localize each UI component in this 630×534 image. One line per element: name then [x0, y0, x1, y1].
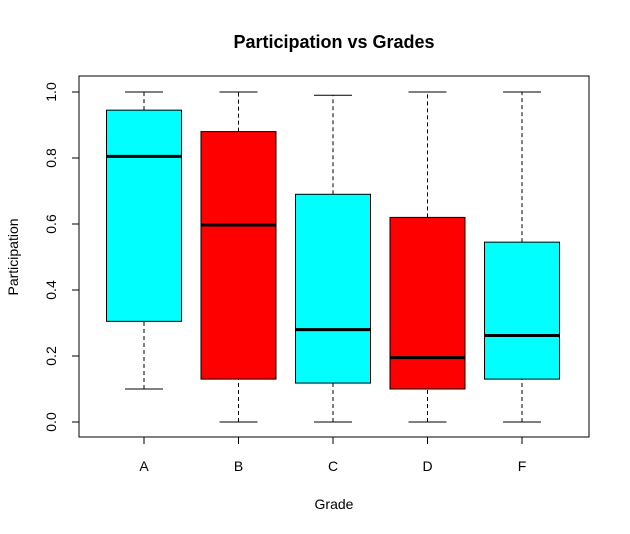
- box-f: [484, 91, 560, 423]
- x-tick-label-d: D: [422, 458, 432, 474]
- boxes-group: [106, 91, 560, 423]
- x-tick-label-f: F: [518, 458, 527, 474]
- box-b: [200, 91, 277, 423]
- iqr-box-c: [295, 193, 371, 384]
- y-tick-label-5: 1.0: [43, 82, 59, 102]
- x-tick-label-b: B: [234, 458, 243, 474]
- x-tick-label-a: A: [139, 458, 149, 474]
- y-tick-label-3: 0.6: [43, 214, 59, 234]
- iqr-box-b: [200, 131, 277, 380]
- x-tick-label-c: C: [328, 458, 338, 474]
- y-tick-label-0: 0.0: [43, 412, 59, 432]
- y-tick-label-2: 0.4: [43, 280, 59, 300]
- box-c: [295, 94, 371, 423]
- y-tick-label-1: 0.2: [43, 346, 59, 366]
- box-a: [106, 91, 182, 390]
- y-axis-label: Participation: [5, 218, 21, 295]
- iqr-box-a: [106, 109, 182, 322]
- box-d: [389, 91, 466, 423]
- chart-title: Participation vs Grades: [233, 32, 434, 52]
- iqr-box-d: [389, 216, 466, 390]
- x-axis-label: Grade: [315, 496, 354, 512]
- y-axis: 0.0 0.2 0.4 0.6 0.8 1.0: [43, 82, 80, 432]
- iqr-box-f: [484, 241, 560, 380]
- y-tick-label-4: 0.8: [43, 148, 59, 168]
